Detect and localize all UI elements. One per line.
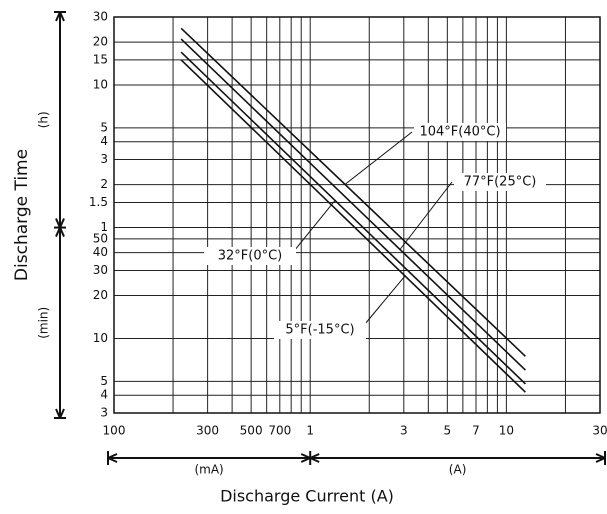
y-tick-label: 3 <box>100 152 108 166</box>
x-tick-label: 7 <box>472 424 480 438</box>
y-tick-label: 30 <box>93 263 108 277</box>
x-tick-label: 100 <box>103 424 126 438</box>
y-tick-label: 15 <box>93 52 108 66</box>
label-bg <box>414 123 506 141</box>
bracket-arrow <box>55 218 61 228</box>
bracket-arrow <box>595 453 606 459</box>
y-tick-label: 3 <box>100 406 108 420</box>
bracket-arrow <box>59 11 65 22</box>
bracket-arrow <box>595 457 606 463</box>
bracket-arrow <box>107 457 118 463</box>
bracket-arrow <box>59 227 65 237</box>
y-tick-label: 10 <box>93 78 108 92</box>
leader-line <box>289 200 336 257</box>
y-tick-label: 30 <box>93 10 108 24</box>
leader-line <box>399 181 453 250</box>
series-line <box>180 59 526 393</box>
y-tick-label: 4 <box>100 134 108 148</box>
x-tick-label: 1 <box>306 424 314 438</box>
y-tick-label: 20 <box>93 288 108 302</box>
y-tick-label: 10 <box>93 331 108 345</box>
bracket-arrow <box>107 453 118 459</box>
x-tick-label: 700 <box>268 424 291 438</box>
leader-line <box>344 131 413 185</box>
x-tick-label: 300 <box>196 424 219 438</box>
label-bg <box>454 173 546 191</box>
series-line <box>180 51 526 385</box>
y-tick-label: 1 <box>100 220 108 234</box>
series-label: 32°F(0°C) <box>218 249 283 264</box>
y-unit: (min) <box>37 307 51 339</box>
y-tick-label: 50 <box>93 231 108 245</box>
x-unit: (mA) <box>194 463 223 477</box>
series-line <box>180 38 526 371</box>
x-tick-label: 30 <box>592 424 607 438</box>
y-tick-label: 2 <box>100 177 108 191</box>
bracket-arrow <box>59 408 65 419</box>
bracket-arrow <box>300 453 311 459</box>
x-tick-label: 5 <box>444 424 452 438</box>
y-tick-label: 40 <box>93 245 108 259</box>
series-label: 104°F(40°C) <box>419 125 500 140</box>
y-tick-label: 1.5 <box>89 195 108 209</box>
bracket-arrow <box>59 218 65 228</box>
series-line <box>180 27 526 357</box>
bracket-arrow <box>309 457 320 463</box>
label-bg <box>274 321 366 339</box>
y-unit: (h) <box>37 111 51 128</box>
y-tick-label: 5 <box>100 374 108 388</box>
x-tick-label: 10 <box>499 424 514 438</box>
y-tick-label: 20 <box>93 35 108 49</box>
plot-frame <box>113 16 601 414</box>
bracket-arrow <box>55 408 61 419</box>
bracket-arrow <box>55 11 61 22</box>
x-tick-label: 500 <box>240 424 263 438</box>
x-unit: (A) <box>449 463 467 477</box>
bracket-arrow <box>55 227 61 237</box>
bracket-arrow <box>309 453 320 459</box>
leader-line <box>359 275 406 331</box>
y-tick-label: 5 <box>100 120 108 134</box>
x-axis-title: Discharge Current (A) <box>220 487 394 506</box>
label-bg <box>204 247 296 265</box>
series-label: 5°F(-15°C) <box>285 323 354 338</box>
bracket-arrow <box>300 457 311 463</box>
y-axis-title: Discharge Time <box>12 149 32 281</box>
x-tick-label: 3 <box>400 424 408 438</box>
series-label: 77°F(25°C) <box>464 175 537 190</box>
y-tick-label: 4 <box>100 388 108 402</box>
